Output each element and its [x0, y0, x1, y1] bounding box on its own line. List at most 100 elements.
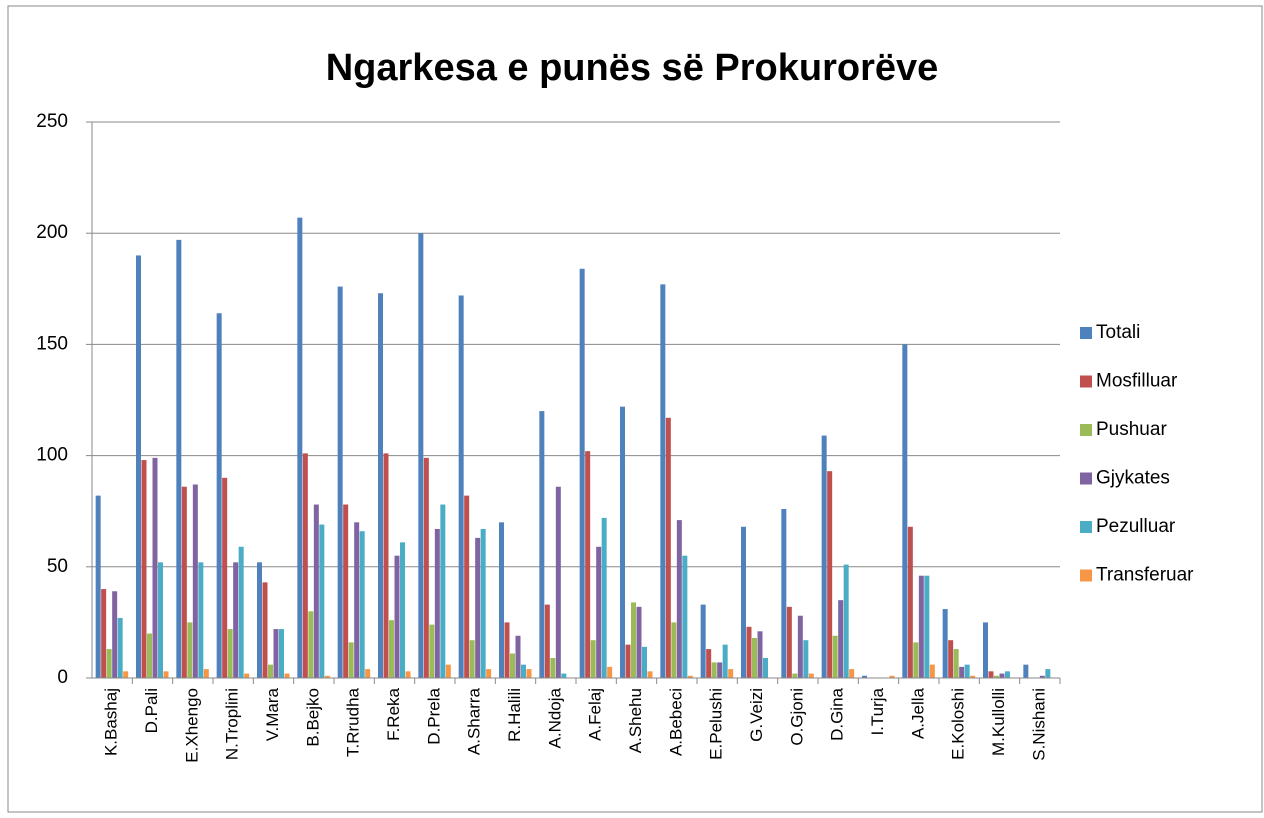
legend-swatch — [1080, 424, 1092, 436]
x-tick-label: D.Pali — [142, 688, 161, 733]
y-tick-label: 250 — [36, 111, 68, 132]
legend-label: Transferuar — [1096, 565, 1194, 586]
x-tick-label: D.Prela — [424, 687, 443, 744]
bar — [147, 633, 152, 678]
x-tick-label: A.Sharra — [465, 687, 484, 755]
bar — [297, 217, 303, 678]
bar — [620, 406, 625, 678]
bar — [636, 606, 642, 678]
bar — [187, 622, 193, 678]
x-tick-label: M.Kullolli — [989, 688, 1008, 756]
bar — [101, 589, 107, 678]
x-tick-label: E.Koloshi — [949, 688, 968, 760]
bar — [792, 673, 798, 678]
bar — [389, 620, 394, 678]
bar — [797, 615, 803, 678]
bar — [112, 591, 118, 678]
bar — [434, 528, 440, 678]
bar — [746, 626, 752, 678]
bar — [631, 602, 636, 678]
chart-title: Ngarkesa e punës së Prokurorëve — [326, 47, 939, 89]
bar — [475, 537, 481, 678]
bar — [526, 669, 532, 678]
x-tick-label: D.Gina — [828, 687, 847, 740]
legend-label: Totali — [1096, 322, 1140, 343]
bar — [889, 675, 895, 678]
bar — [827, 471, 833, 678]
bar — [216, 313, 222, 678]
bar — [948, 640, 954, 678]
bar — [942, 609, 948, 678]
x-tick-label: A.Bebeci — [666, 688, 685, 756]
bar — [590, 640, 596, 678]
bar — [418, 233, 424, 678]
bar — [499, 522, 504, 678]
bar — [803, 640, 809, 678]
bar — [163, 671, 169, 678]
bar — [999, 673, 1005, 678]
bar — [227, 629, 233, 678]
bar — [458, 295, 464, 678]
bar — [302, 453, 308, 678]
x-tick-label: A.Ndoja — [545, 687, 564, 748]
bar — [359, 531, 365, 678]
bar — [918, 575, 924, 678]
x-tick-label: E.Pelushi — [707, 688, 726, 760]
bar — [176, 239, 182, 678]
x-tick-label: E.Xhengo — [182, 688, 201, 763]
bar — [561, 673, 567, 678]
x-tick-label: A.Jella — [908, 687, 927, 739]
bar — [711, 662, 717, 678]
legend-swatch — [1080, 375, 1092, 388]
bar — [585, 451, 591, 678]
bar — [700, 604, 706, 678]
legend-label: Pezulluar — [1096, 516, 1176, 537]
bar — [607, 666, 613, 678]
bar — [324, 675, 330, 678]
bar — [913, 642, 919, 678]
bar — [158, 562, 163, 678]
bar — [579, 268, 585, 678]
bar — [279, 629, 284, 678]
bar — [786, 606, 792, 678]
bar — [781, 508, 787, 678]
legend-label: Pushuar — [1096, 419, 1167, 440]
bar — [924, 575, 930, 678]
bar — [262, 582, 268, 678]
bar — [423, 457, 429, 678]
bar — [354, 522, 360, 678]
bar — [964, 664, 970, 678]
legend-swatch — [1080, 472, 1092, 485]
x-tick-label: K.Bashaj — [102, 688, 121, 756]
x-tick-label: N.Troplini — [223, 688, 242, 760]
bar — [682, 555, 688, 678]
bar — [687, 675, 693, 678]
y-tick-label: 100 — [36, 445, 68, 466]
bar — [808, 673, 814, 678]
bar — [337, 286, 343, 678]
x-tick-label: B.Bejko — [303, 688, 322, 747]
x-tick-label: I.Turja — [868, 687, 887, 735]
bar — [1045, 669, 1051, 678]
bar — [763, 657, 768, 678]
bar — [238, 546, 244, 678]
bar — [902, 344, 908, 678]
bar — [222, 477, 228, 678]
bar — [117, 617, 123, 678]
legend-swatch — [1080, 569, 1092, 582]
bar — [192, 484, 198, 678]
bar — [464, 495, 470, 678]
bar — [849, 669, 855, 678]
bar — [832, 635, 838, 678]
y-tick-label: 50 — [47, 556, 68, 577]
bar — [106, 649, 112, 678]
x-tick-label: F.Reka — [384, 687, 403, 740]
bar — [203, 669, 209, 678]
y-tick-label: 150 — [36, 333, 68, 354]
bar — [181, 486, 187, 678]
bar — [445, 664, 451, 678]
bar — [313, 504, 319, 678]
bar — [821, 435, 827, 678]
bar — [268, 664, 273, 678]
